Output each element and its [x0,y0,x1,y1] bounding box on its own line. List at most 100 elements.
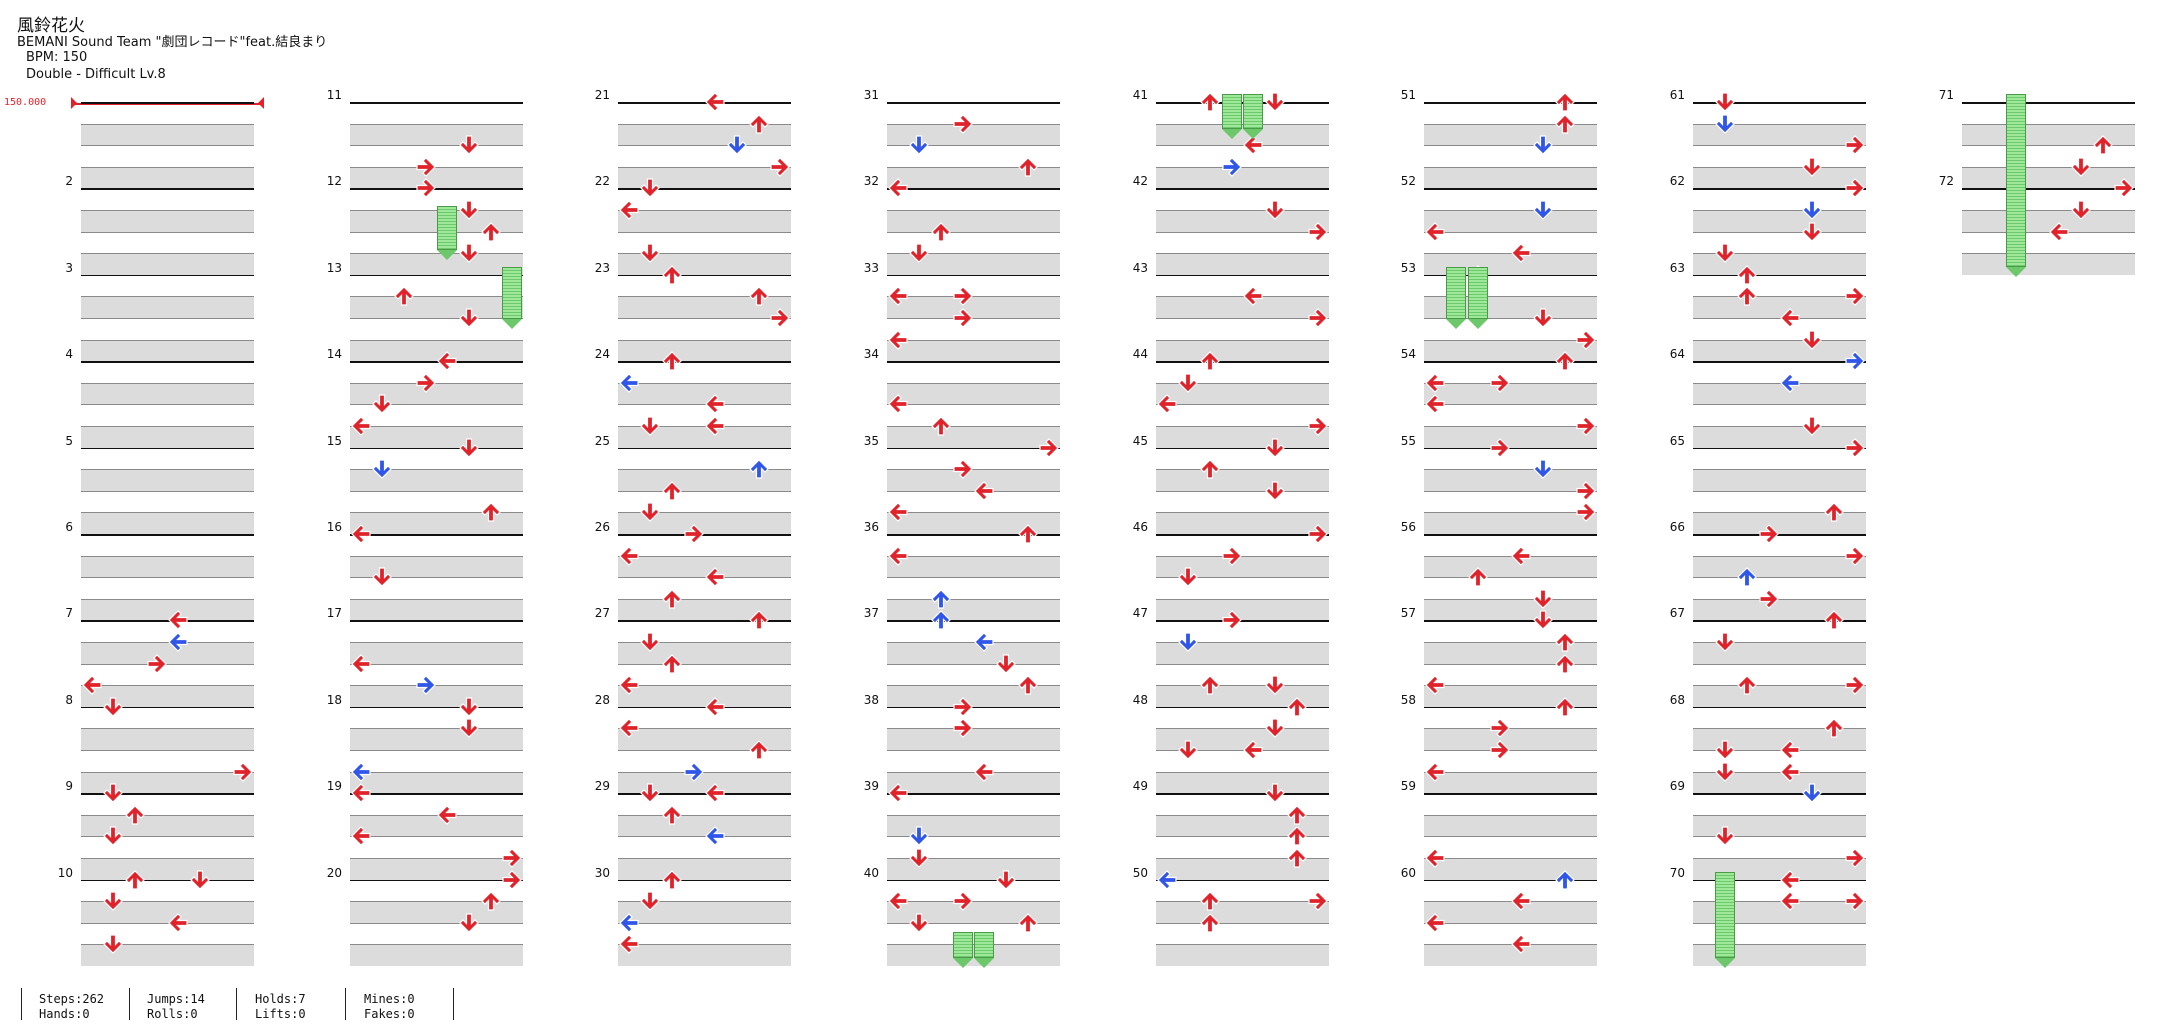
beat-line [1693,318,1866,319]
beat-line [1156,750,1329,751]
beat-line [887,728,1060,730]
arrow-down-icon [1264,199,1286,221]
arrow-down-icon [1532,588,1554,610]
measure-line [81,793,254,795]
arrow-left-icon [1510,933,1532,955]
arrow-right-icon [232,761,254,783]
song-artist: BEMANI Sound Team "劇団レコード"feat.結良まり [17,35,328,50]
beat-line [887,555,1060,557]
beat-line [1693,771,1866,773]
arrow-left-icon [1510,242,1532,264]
beat-band [350,512,523,534]
arrow-left-icon [1424,221,1446,243]
beat-band [350,123,523,146]
beat-band [1424,944,1597,966]
measure-line [350,793,523,795]
beat-line [618,944,791,946]
arrow-up-icon [661,804,683,826]
beat-line [1693,944,1866,946]
arrow-down-icon [371,393,393,415]
beat-band [1693,426,1866,448]
chart-column [1693,102,1866,972]
arrow-down-icon [458,242,480,264]
arrow-down-icon [1177,566,1199,588]
arrow-up-icon [1736,674,1758,696]
arrow-up-icon [748,285,770,307]
measure-number: 20 [326,865,342,880]
beat-band [887,901,1060,923]
measure-line [1156,620,1329,622]
measure-number: 61 [1669,88,1685,102]
arrow-up-icon [661,350,683,372]
arrow-up-icon [1554,91,1576,113]
arrow-right-icon [1307,221,1329,243]
beat-band [1424,512,1597,534]
beat-line [81,922,254,924]
arrow-down-icon [102,825,124,847]
chart-column [887,102,1060,972]
measure-line [618,447,791,450]
beat-band [887,598,1060,621]
arrow-left-icon [1779,307,1801,329]
arrow-left-icon [704,825,726,847]
arrow-left-icon [1779,869,1801,891]
beat-band [1693,123,1866,146]
arrow-right-icon [683,523,705,545]
arrow-down-icon [371,566,393,588]
measure-number: 53 [1400,260,1416,275]
beat-line [1156,922,1329,924]
beat-band [887,123,1060,146]
stat-lifts: Lifts:0 [255,1007,306,1021]
chart-column [350,102,523,972]
measure-number: 72 [1938,174,1954,189]
measure-number: 44 [1132,347,1148,362]
measure-number: 5 [65,433,73,448]
arrow-down-icon [1801,156,1823,178]
measure-number: 15 [326,433,342,448]
arrow-down-icon [102,782,124,804]
beat-band [350,253,523,275]
beat-line [350,555,523,557]
beat-line [1424,685,1597,687]
beat-line [81,318,254,319]
beat-line [1156,836,1329,838]
beat-line [618,404,791,406]
arrow-right-icon [415,674,437,696]
beat-band [81,123,254,146]
arrow-down-icon [908,847,930,869]
beat-band [1693,555,1866,578]
beat-line [1424,231,1597,233]
arrow-up-icon [1736,566,1758,588]
beat-band [887,555,1060,578]
arrow-left-icon [704,696,726,718]
measure-number: 57 [1400,606,1416,621]
arrow-right-icon [1844,847,1866,869]
beat-band [81,339,254,362]
beat-line [1424,901,1597,903]
arrow-left-icon [167,631,189,653]
beat-line [887,642,1060,643]
arrow-down-icon [1532,199,1554,221]
beat-line [1693,469,1866,471]
arrow-right-icon [1844,674,1866,696]
beat-band [887,685,1060,707]
arrow-down-icon [908,825,930,847]
measure-line [350,274,523,277]
beat-line [887,814,1060,816]
arrow-down-icon [1532,458,1554,480]
beat-line [1693,339,1866,341]
beat-band [618,728,791,750]
beat-line [1693,836,1866,838]
beat-line [350,296,523,298]
arrow-up-icon [1017,674,1039,696]
measure-line [1424,620,1597,622]
arrow-down-icon [908,134,930,156]
measure-line [1424,793,1597,795]
beat-band [1156,339,1329,362]
stat-fakes: Fakes:0 [364,1007,415,1021]
beat-band [1156,642,1329,664]
beat-band [350,555,523,578]
beat-line [350,339,523,341]
measure-number: 36 [863,520,879,534]
bpm-change-line [73,103,263,105]
